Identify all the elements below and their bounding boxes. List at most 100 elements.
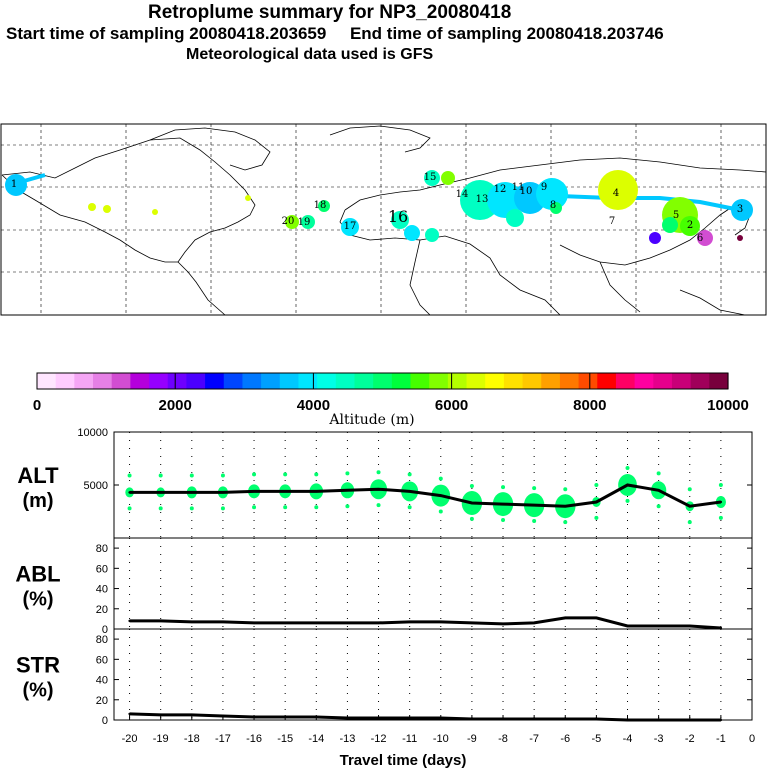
series-line-str — [129, 712, 721, 722]
colorbar-tick-label: 2000 — [159, 397, 192, 414]
panel-ylabel-unit: (m) — [22, 490, 53, 512]
plume-bubbles — [5, 170, 753, 246]
data-point — [315, 621, 318, 625]
colorbar-cell — [391, 373, 412, 389]
data-point — [346, 621, 349, 625]
plume-bubble — [598, 170, 638, 210]
colorbar-cell — [186, 373, 206, 389]
alt-bubble — [407, 505, 412, 510]
map-day-label: 11 — [512, 182, 525, 193]
plume-bubble — [88, 203, 96, 211]
map-day-label: 1 — [11, 179, 17, 190]
plume-bubble — [550, 202, 562, 214]
plume-bubble — [391, 211, 409, 229]
map-day-label: 15 — [424, 172, 437, 183]
colorbar-cell — [317, 373, 337, 389]
x-tick-label: -11 — [402, 733, 417, 745]
plume-bubble — [460, 180, 500, 220]
alt-bubble — [376, 470, 381, 475]
colorbar-cell — [615, 373, 636, 389]
colorbar-cell — [335, 373, 356, 389]
x-tick-label: -16 — [246, 733, 262, 745]
colorbar-cell — [671, 373, 692, 389]
data-point — [439, 494, 442, 497]
alt-bubble — [345, 471, 350, 476]
alt-bubble — [687, 520, 692, 525]
data-point — [252, 621, 256, 625]
plume-bubble — [737, 235, 743, 241]
data-point — [283, 621, 287, 625]
x-tick-label: -19 — [153, 733, 169, 745]
alt-bubble — [594, 515, 599, 520]
data-point — [408, 490, 411, 493]
data-point — [688, 624, 691, 628]
data-point — [595, 616, 598, 620]
y-tick-label: 40 — [96, 675, 108, 687]
x-tick-label: -18 — [184, 733, 200, 745]
data-point — [128, 619, 131, 623]
plume-bubble — [697, 230, 713, 246]
alt-bubble — [283, 505, 288, 510]
colorbar-tick-label: 6000 — [435, 397, 468, 414]
alt-bubble — [687, 487, 692, 492]
data-point — [626, 624, 629, 628]
map-day-label: 2 — [687, 220, 693, 231]
colorbar-tick-label: 8000 — [573, 397, 606, 414]
map-day-label: 8 — [550, 200, 556, 211]
alt-bubble — [656, 504, 661, 509]
x-tick-label: -10 — [433, 733, 449, 745]
x-tick-label: -7 — [529, 733, 539, 745]
plume-bubble — [424, 170, 440, 186]
colorbar-cell — [130, 373, 150, 389]
data-point — [377, 488, 380, 491]
colorbar-cell — [205, 373, 225, 389]
data-point — [408, 620, 411, 624]
plume-bubble — [680, 216, 700, 236]
colorbar-cell — [447, 373, 468, 389]
x-tick-label: -17 — [215, 733, 231, 745]
colorbar-cell — [298, 373, 318, 389]
plume-bubble — [731, 199, 753, 221]
alt-bubble — [594, 483, 599, 487]
plume-bubble — [506, 209, 524, 227]
panel-frame — [113, 628, 753, 721]
series-line-alt — [129, 483, 722, 508]
x-tick-label: -6 — [560, 733, 570, 745]
colorbar-cell — [149, 373, 169, 389]
colorbar-cell — [111, 373, 131, 389]
data-point — [564, 505, 567, 508]
plume-bubble — [152, 209, 158, 215]
data-point — [470, 621, 474, 625]
series-line-abl — [129, 616, 721, 630]
map-day-label: 18 — [314, 200, 327, 211]
plume-bubble — [662, 217, 678, 233]
map-day-label: 4 — [613, 188, 619, 199]
x-tick-label: -15 — [277, 733, 293, 745]
colorbar-cell — [690, 373, 710, 389]
alt-bubble — [532, 486, 537, 491]
y-tick-label: 60 — [96, 654, 108, 666]
sampling-times: Start time of sampling 20080418.203659 E… — [6, 24, 664, 43]
colorbar-cell — [522, 373, 542, 389]
met-data-note: Meteorological data used is GFS — [186, 46, 434, 63]
plume-bubble — [301, 215, 315, 229]
data-point — [688, 505, 691, 508]
alt-bubble — [718, 515, 723, 520]
data-point — [377, 621, 380, 625]
y-tick-label: 0 — [102, 715, 108, 727]
alt-bubble — [189, 473, 194, 478]
alt-bubble — [501, 517, 506, 522]
plume-bubble — [404, 225, 420, 241]
panel-alt: 5000 10000 ALT(m) — [17, 427, 753, 539]
alt-bubble — [376, 503, 381, 508]
colorbar-cell — [55, 373, 75, 389]
colorbar-cell — [485, 373, 505, 389]
map-day-label: 9 — [541, 182, 547, 193]
data-point — [532, 503, 536, 507]
map-day-label: 14 — [456, 189, 469, 200]
plume-bubble — [318, 200, 330, 212]
colorbar-tick-label: 4000 — [297, 397, 330, 414]
data-point — [159, 491, 162, 494]
